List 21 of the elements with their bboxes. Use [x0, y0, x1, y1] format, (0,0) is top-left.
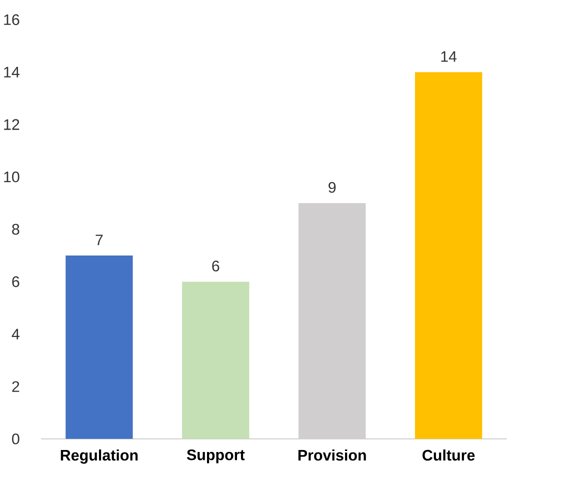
- data-label: 7: [96, 234, 103, 246]
- y-tick-label: 0: [12, 433, 20, 444]
- y-tick-label: 12: [4, 119, 20, 130]
- x-tick-label: Support: [186, 449, 245, 464]
- data-label: 9: [328, 182, 336, 193]
- y-tick-label: 6: [12, 276, 20, 287]
- y-tick-label: 2: [12, 381, 20, 392]
- y-tick-label: 8: [12, 224, 20, 235]
- x-tick-label: Culture: [422, 449, 475, 460]
- y-tick-label: 10: [4, 171, 20, 182]
- bar: [66, 255, 133, 439]
- x-tick-label: Provision: [298, 449, 366, 460]
- y-tick-label: 4: [12, 328, 20, 340]
- y-tick-label: 14: [4, 66, 20, 78]
- data-label: 6: [212, 260, 220, 272]
- x-tick-label: Regulation: [60, 449, 138, 464]
- data-label: 14: [441, 51, 457, 62]
- bar: [182, 282, 250, 439]
- bar: [414, 72, 482, 439]
- bar: [298, 202, 366, 439]
- y-tick-label: 16: [4, 14, 20, 25]
